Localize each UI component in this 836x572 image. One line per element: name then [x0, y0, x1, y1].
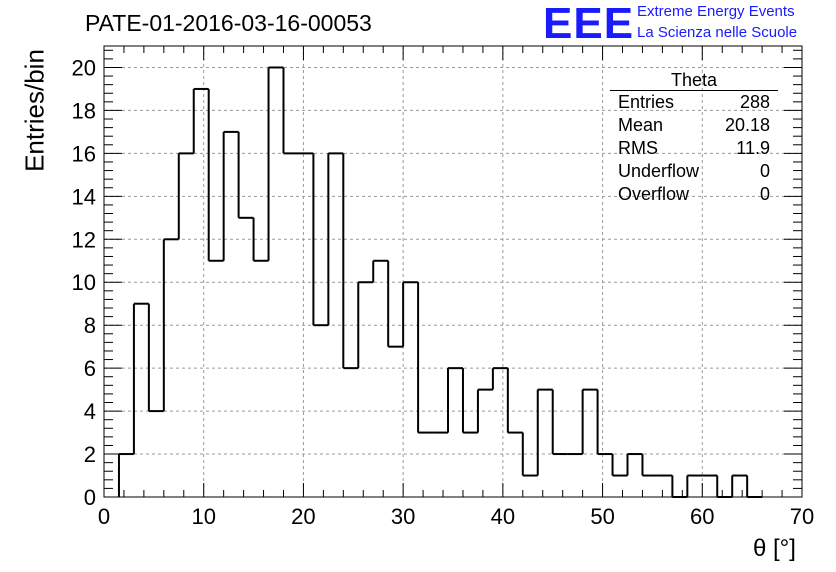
stats-title: Theta — [610, 70, 778, 91]
y-tick-label: 20 — [72, 55, 96, 80]
stats-value: 0 — [759, 184, 770, 204]
stats-label: Mean — [618, 115, 664, 135]
x-tick-label: 50 — [590, 504, 614, 529]
x-tick-label: 10 — [191, 504, 215, 529]
stats-box: Theta Entries 288 Mean 20.18 RMS 11.9 Un… — [610, 70, 778, 206]
y-tick-label: 12 — [72, 227, 96, 252]
stats-row-overflow: Overflow 0 — [610, 183, 778, 206]
stats-row-entries: Entries 288 — [610, 91, 778, 114]
y-axis-label: Entries/bin — [19, 49, 50, 172]
stats-value: 11.9 — [736, 138, 770, 158]
logo-subtitle-line1: Extreme Energy Events — [637, 3, 795, 20]
stats-row-underflow: Underflow 0 — [610, 160, 778, 183]
x-tick-label: 40 — [491, 504, 515, 529]
x-tick-label: 60 — [690, 504, 714, 529]
y-tick-label: 4 — [84, 399, 96, 424]
stats-value: 0 — [759, 161, 770, 181]
x-axis-label: θ [°] — [753, 535, 796, 562]
y-tick-label: 6 — [84, 356, 96, 381]
y-tick-label: 14 — [72, 184, 96, 209]
x-tick-label: 20 — [291, 504, 315, 529]
plot-frame — [103, 45, 803, 498]
y-tick-label: 16 — [72, 141, 96, 166]
logo-subtitle-line2: La Scienza nelle Scuole — [637, 24, 798, 41]
stats-row-mean: Mean 20.18 — [610, 114, 778, 137]
y-tick-label: 8 — [84, 313, 96, 338]
stats-value: 288 — [739, 92, 770, 112]
stats-value: 20.18 — [724, 115, 770, 135]
eee-logo: EEE — [543, 0, 635, 48]
y-tick-label: 0 — [84, 485, 96, 510]
chart-title: PATE-01-2016-03-16-00053 — [85, 10, 372, 36]
stats-label: Overflow — [618, 184, 690, 204]
x-tick-label: 0 — [98, 504, 110, 529]
stats-label: Entries — [618, 92, 675, 112]
stats-label: Underflow — [618, 161, 700, 181]
x-tick-label: 70 — [790, 504, 814, 529]
stats-label: RMS — [618, 138, 658, 158]
x-tick-label: 30 — [391, 504, 415, 529]
y-tick-label: 2 — [84, 442, 96, 467]
y-tick-label: 10 — [72, 270, 96, 295]
y-tick-label: 18 — [72, 98, 96, 123]
stats-row-rms: RMS 11.9 — [610, 137, 778, 160]
